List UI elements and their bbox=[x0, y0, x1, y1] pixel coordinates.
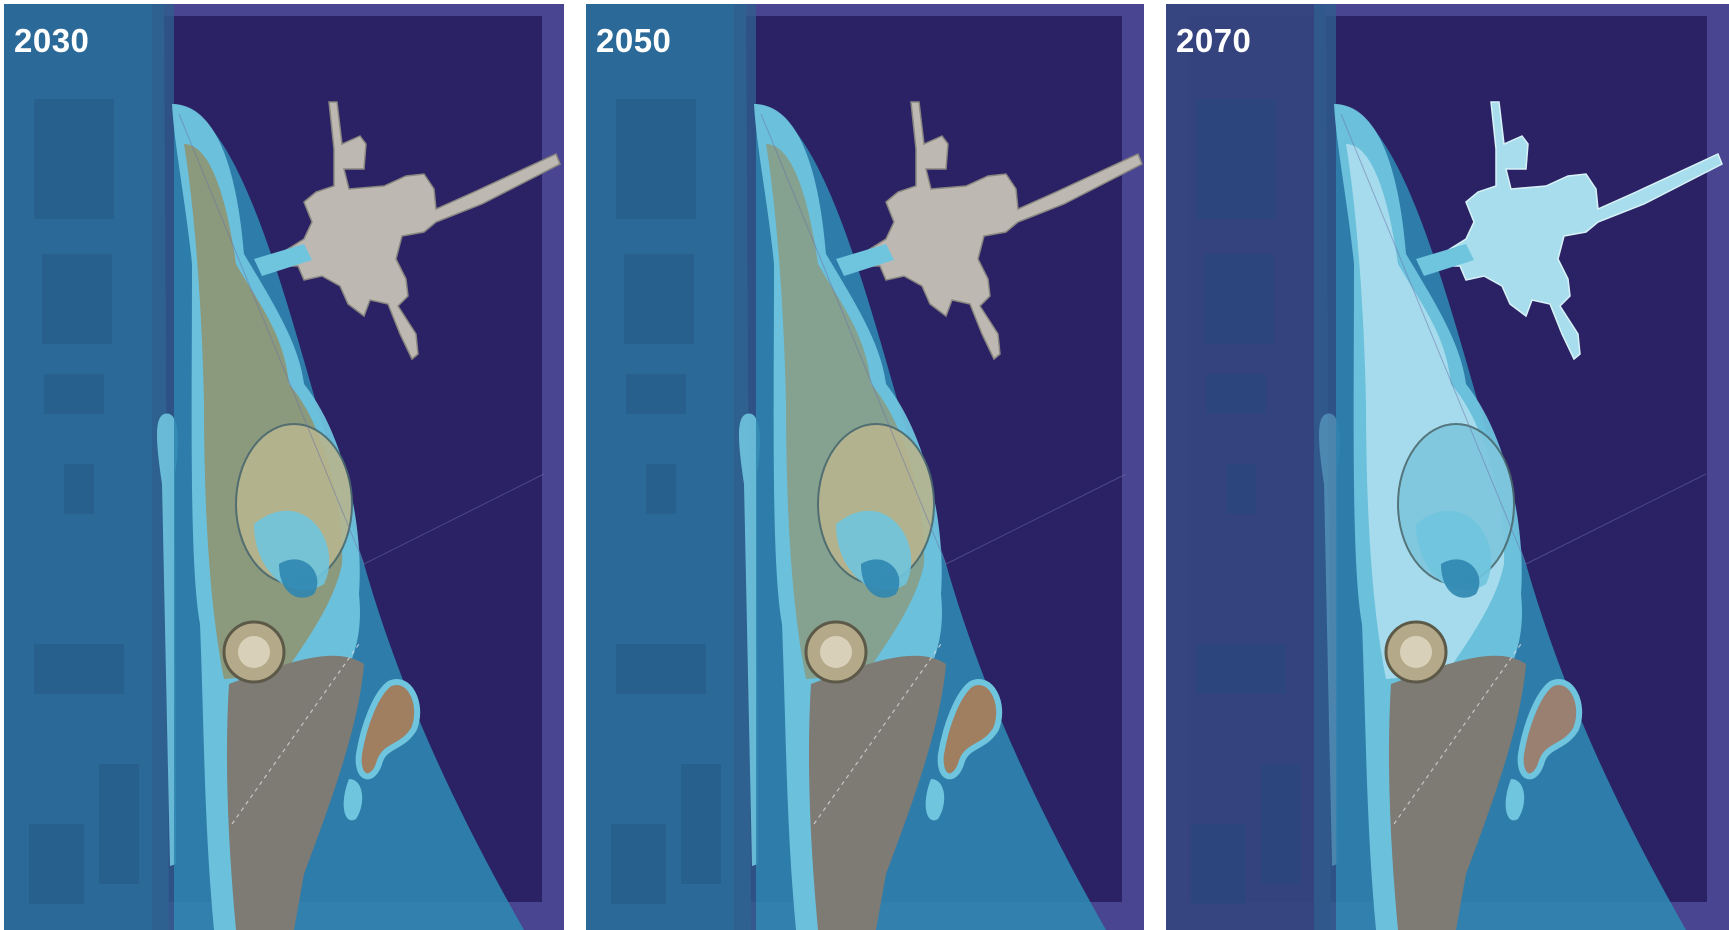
city-block-5 bbox=[681, 764, 721, 884]
city-block-2 bbox=[44, 374, 104, 414]
boundary-line bbox=[1340, 113, 1707, 565]
city-block-3 bbox=[1226, 464, 1256, 514]
pond-deep bbox=[861, 559, 900, 598]
small-island bbox=[1517, 679, 1583, 780]
pier-connector bbox=[1416, 244, 1474, 276]
roundabout-center bbox=[238, 636, 270, 668]
seawall-strip bbox=[1314, 4, 1336, 930]
paved-landmass bbox=[808, 655, 946, 930]
narrow-peninsula bbox=[1319, 413, 1340, 866]
year-label-2050: 2050 bbox=[596, 22, 672, 59]
city-block-2 bbox=[626, 374, 686, 414]
inland-flood-zone bbox=[586, 4, 751, 930]
city-block-0 bbox=[34, 99, 114, 219]
map-panel-2070: 2070 bbox=[1166, 4, 1729, 930]
city-block-5 bbox=[1261, 764, 1301, 884]
city-block-0 bbox=[1196, 99, 1276, 219]
city-block-1 bbox=[624, 254, 694, 344]
boundary-line bbox=[760, 113, 1127, 565]
city-block-5 bbox=[99, 764, 139, 884]
city-block-3 bbox=[64, 464, 94, 514]
year-label-2030: 2030 bbox=[14, 22, 90, 59]
paved-landmass bbox=[1388, 655, 1526, 930]
city-block-6 bbox=[1191, 824, 1246, 904]
city-block-4 bbox=[616, 644, 706, 694]
small-island bbox=[937, 679, 1003, 780]
islet bbox=[343, 779, 363, 821]
inland-flood-zone bbox=[1166, 4, 1331, 930]
city-block-1 bbox=[1204, 254, 1274, 344]
pond-deep bbox=[279, 559, 318, 598]
narrow-peninsula bbox=[157, 413, 178, 866]
city-block-4 bbox=[1196, 644, 1286, 694]
paved-landmass bbox=[226, 655, 364, 930]
city-block-2 bbox=[1206, 374, 1266, 414]
map-panel-2030: 2030 bbox=[4, 4, 564, 930]
city-block-3 bbox=[646, 464, 676, 514]
pond-deep bbox=[1441, 559, 1480, 598]
inland-flood-zone bbox=[4, 4, 169, 930]
roundabout-center bbox=[820, 636, 852, 668]
pier-connector bbox=[254, 244, 312, 276]
city-block-6 bbox=[611, 824, 666, 904]
islet bbox=[925, 779, 945, 821]
small-island bbox=[355, 679, 421, 780]
flood-map-2030 bbox=[4, 4, 564, 930]
city-block-0 bbox=[616, 99, 696, 219]
flood-map-2070 bbox=[1166, 4, 1729, 930]
city-block-6 bbox=[29, 824, 84, 904]
boundary-line bbox=[178, 113, 545, 565]
city-block-4 bbox=[34, 644, 124, 694]
map-panel-2050: 2050 bbox=[586, 4, 1144, 930]
narrow-peninsula bbox=[739, 413, 760, 866]
year-label-2070: 2070 bbox=[1176, 22, 1252, 59]
islet bbox=[1505, 779, 1525, 821]
roundabout-center bbox=[1400, 636, 1432, 668]
pier-connector bbox=[836, 244, 894, 276]
city-block-1 bbox=[42, 254, 112, 344]
flood-map-2050 bbox=[586, 4, 1144, 930]
